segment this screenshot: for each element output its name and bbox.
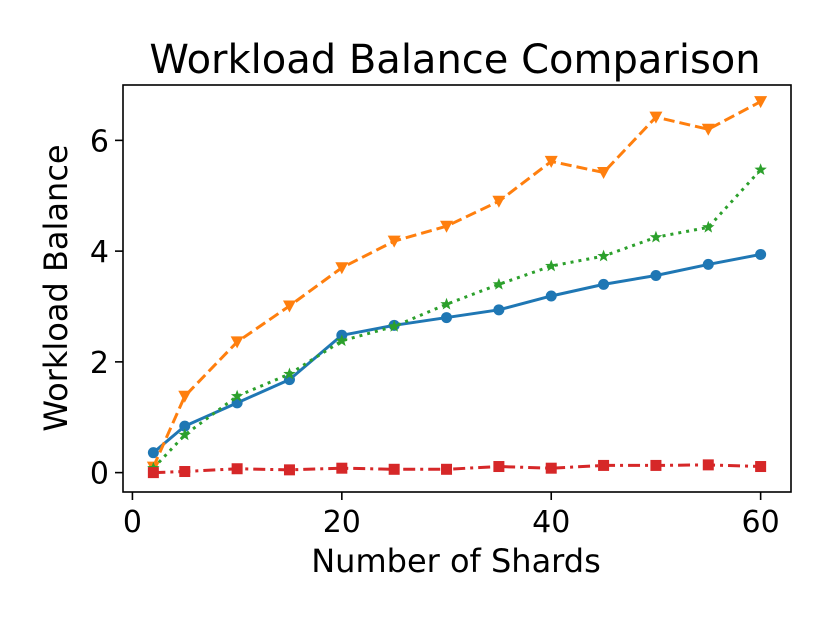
data-point xyxy=(283,367,296,380)
data-point xyxy=(598,459,610,471)
series-line xyxy=(152,252,761,454)
y-tick-label: 6 xyxy=(90,124,109,159)
chart-title: Workload Balance Comparison xyxy=(149,37,760,83)
data-point xyxy=(755,461,767,473)
series-1 xyxy=(146,96,768,474)
data-point xyxy=(147,467,159,479)
y-tick-label: 2 xyxy=(90,346,109,381)
x-tick-label: 60 xyxy=(742,505,780,540)
data-point xyxy=(650,459,662,471)
data-point xyxy=(440,220,454,233)
series-3 xyxy=(147,459,767,479)
data-point xyxy=(545,259,558,272)
data-point xyxy=(754,163,767,175)
y-tick-label: 4 xyxy=(90,235,109,270)
data-point xyxy=(650,269,662,281)
data-point xyxy=(388,463,400,475)
series-line xyxy=(151,100,762,468)
data-point xyxy=(649,111,663,124)
data-point xyxy=(441,463,453,475)
plot-frame xyxy=(122,84,792,493)
data-point xyxy=(283,464,295,476)
data-point xyxy=(754,96,768,109)
data-point xyxy=(597,249,610,262)
data-point xyxy=(701,123,715,136)
data-point xyxy=(755,248,767,260)
data-point xyxy=(544,155,558,168)
series-2 xyxy=(147,163,767,474)
data-point xyxy=(545,462,557,474)
data-point xyxy=(597,166,611,179)
data-point xyxy=(387,235,401,248)
series-line xyxy=(153,463,761,475)
x-tick-label: 0 xyxy=(123,505,142,540)
data-point xyxy=(335,262,349,275)
x-axis: 0 20 40 60 xyxy=(123,492,780,540)
data-point xyxy=(178,390,192,403)
data-point xyxy=(230,336,244,349)
y-axis-label: Workload Balance xyxy=(37,144,75,431)
data-point xyxy=(335,334,349,347)
data-point xyxy=(492,277,506,290)
data-point xyxy=(702,459,714,471)
data-point xyxy=(441,312,453,324)
y-axis: 0 2 4 6 xyxy=(90,124,123,492)
data-point xyxy=(179,466,191,478)
data-point xyxy=(336,462,348,474)
data-point xyxy=(282,300,296,313)
x-tick-label: 40 xyxy=(532,505,570,540)
data-point xyxy=(231,463,243,475)
data-point xyxy=(493,461,505,473)
data-point xyxy=(179,420,191,432)
data-point xyxy=(147,447,159,459)
plot-area xyxy=(146,96,768,479)
data-point xyxy=(178,428,191,441)
data-point xyxy=(388,319,401,332)
series-0 xyxy=(147,248,767,459)
series-line xyxy=(152,168,762,470)
x-axis-label: Number of Shards xyxy=(311,542,601,580)
data-point xyxy=(230,389,244,402)
data-point xyxy=(492,195,506,208)
data-point xyxy=(545,290,557,302)
y-tick-label: 0 xyxy=(90,457,109,492)
data-point xyxy=(702,258,714,270)
data-point xyxy=(649,230,663,243)
x-tick-label: 20 xyxy=(323,505,361,540)
data-point xyxy=(493,304,505,316)
data-point xyxy=(598,278,610,290)
data-point xyxy=(440,297,453,310)
data-point xyxy=(702,220,715,233)
